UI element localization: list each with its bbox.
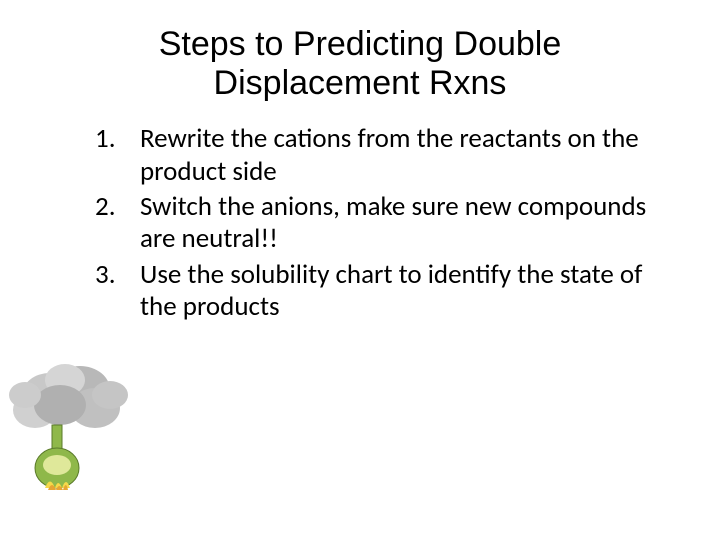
- chemistry-flask-icon: [0, 350, 150, 500]
- slide-container: Steps to Predicting Double Displacement …: [0, 0, 720, 540]
- list-item: Rewrite the cations from the reactants o…: [95, 123, 660, 188]
- steps-list: Rewrite the cations from the reactants o…: [60, 123, 660, 323]
- list-item: Use the solubility chart to identify the…: [95, 259, 660, 324]
- list-item: Switch the anions, make sure new compoun…: [95, 191, 660, 256]
- slide-title: Steps to Predicting Double Displacement …: [60, 25, 660, 103]
